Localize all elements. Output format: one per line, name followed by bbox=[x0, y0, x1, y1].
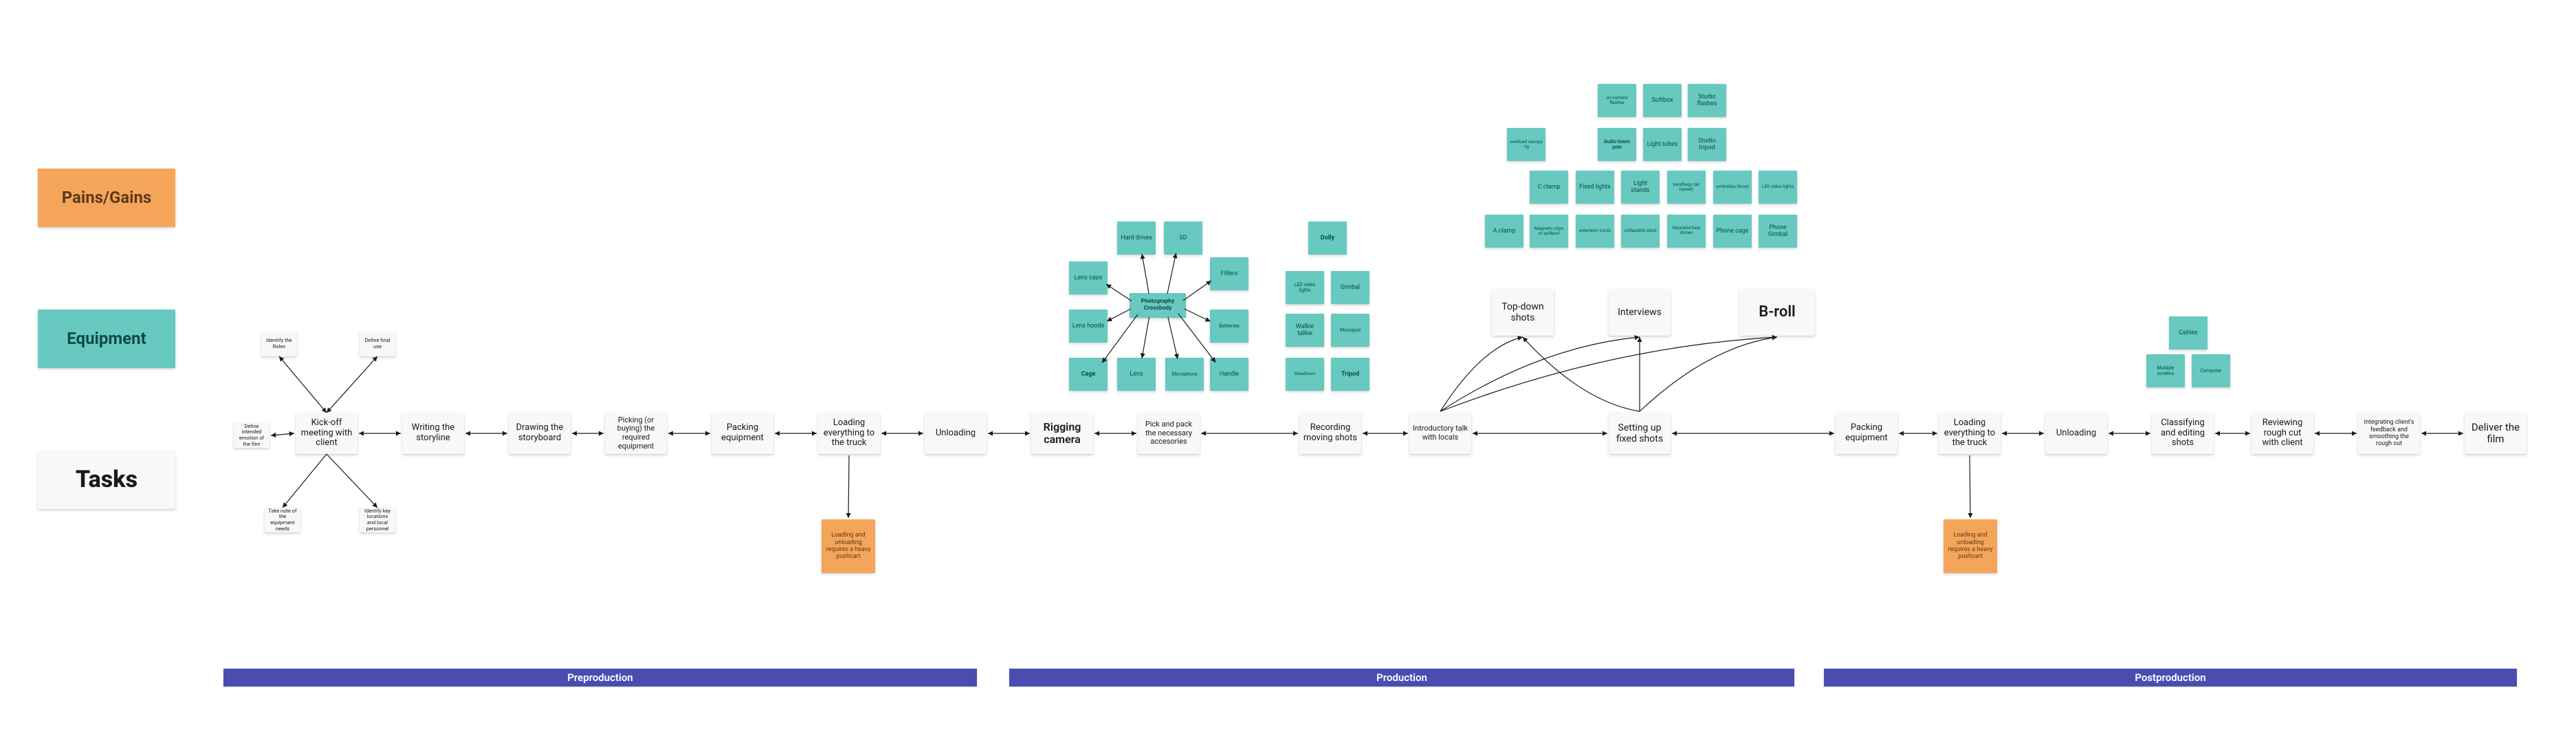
task-deliver: Deliver the film bbox=[2465, 413, 2527, 454]
equipment-extension: extension cords bbox=[1576, 215, 1614, 248]
equipment-collapsible: collapsible stool bbox=[1621, 215, 1660, 248]
equipment-walkie: Walkie talkie bbox=[1286, 314, 1324, 347]
equipment-light-stands: Light stands bbox=[1621, 171, 1660, 204]
equipment-umbrellas: umbrellas (bros) bbox=[1713, 171, 1752, 204]
equipment-batteries: Batteries bbox=[1210, 310, 1248, 343]
equipment-hard-drives: Hard drives bbox=[1117, 222, 1156, 255]
arrow bbox=[1459, 420, 1621, 447]
task-picking: Picking (or buying) the required equipme… bbox=[605, 413, 667, 454]
equipment-handle: Handle bbox=[1210, 358, 1248, 391]
task-rigging: Rigging camera bbox=[1031, 413, 1093, 454]
arrow bbox=[1427, 323, 1537, 425]
subtask-roles: Identify the Roles bbox=[261, 332, 297, 356]
equipment-screens: Multiple screens bbox=[2146, 354, 2185, 387]
equipment-lens-caps: Lens caps bbox=[1069, 261, 1108, 294]
equipment-a-clamp: A clamp bbox=[1485, 215, 1523, 248]
task-storyboard: Drawing the storyboard bbox=[509, 413, 571, 454]
arrow bbox=[1427, 323, 1791, 425]
equipment-dolly: Dolly bbox=[1308, 222, 1347, 255]
arrow bbox=[1956, 442, 1984, 532]
legend-legend-equipment: Equipment bbox=[38, 310, 175, 368]
equipment-studio-tripod: Studio tripod bbox=[1688, 128, 1726, 161]
equipment-on-camera: on-camera flashes bbox=[1598, 84, 1636, 117]
equipment-sep-bays: Separated bays domes bbox=[1667, 215, 1706, 248]
task-classifying: Classifying and editing shots bbox=[2152, 413, 2214, 454]
arrow bbox=[1427, 323, 1653, 425]
equipment-studio-flashes: Studio flashes bbox=[1688, 84, 1726, 117]
task-loading2: Loading everything to the truck bbox=[1939, 413, 2001, 454]
equipment-cables: Cables bbox=[2169, 316, 2208, 349]
equipment-sandbags: sandbags (air based) bbox=[1667, 171, 1706, 204]
equipment-steadicam: Steadicam bbox=[1286, 358, 1324, 391]
task-loading1: Loading everything to the truck bbox=[818, 413, 880, 454]
phase-preproduction: Preproduction bbox=[223, 669, 977, 687]
equipment-lens: Lens bbox=[1117, 358, 1156, 391]
equipment-boom-pole: Audio boom pole bbox=[1598, 128, 1636, 161]
equipment-led-video2: LED video lights bbox=[1759, 171, 1797, 204]
task-reviewing: Reviewing rough cut with client bbox=[2252, 413, 2313, 454]
subtask-define-intended: Define intended emotion of the film bbox=[234, 423, 269, 448]
task-packing2: Packing equipment bbox=[1836, 413, 1897, 454]
arrow bbox=[1509, 323, 1653, 425]
task-topdown: Top-down shots bbox=[1492, 289, 1554, 336]
legend-legend-tasks: Tasks bbox=[38, 451, 175, 509]
task-fixedshots: Setting up fixed shots bbox=[1609, 413, 1671, 454]
pain-pain2: Loading and unloading requires a heavy p… bbox=[1944, 519, 1997, 573]
equipment-phone-cage: Phone cage bbox=[1713, 215, 1752, 248]
equipment-tripod: Tripod bbox=[1331, 358, 1369, 391]
phase-production: Production bbox=[1009, 669, 1794, 687]
equipment-led-video: LED video lights bbox=[1286, 271, 1324, 304]
equipment-phone-gimbal: Phone Gimbal bbox=[1759, 215, 1797, 248]
equipment-filters: Filters bbox=[1210, 257, 1248, 290]
arrow bbox=[1187, 420, 1312, 447]
equipment-magnetic: Magnetic clips or quillpod bbox=[1530, 215, 1568, 248]
task-integrating: Integrating client's feedback and smooth… bbox=[2358, 413, 2420, 454]
equipment-monopod: Monopod bbox=[1331, 314, 1369, 347]
task-packing1: Packing equipment bbox=[712, 413, 773, 454]
pain-pain1: Loading and unloading requires a heavy p… bbox=[822, 519, 875, 573]
equipment-cage: Cage bbox=[1069, 358, 1108, 391]
arrow bbox=[835, 442, 863, 532]
subtask-final-use: Define final use bbox=[360, 332, 395, 356]
equipment-overload: overload canopy rig bbox=[1507, 128, 1545, 161]
equipment-microphone: Microphone bbox=[1165, 358, 1204, 391]
arrow bbox=[1626, 323, 1653, 425]
equipment-light-tubes: Light tubes bbox=[1643, 128, 1682, 161]
task-intro: Introductory talk with locals bbox=[1409, 413, 1471, 454]
arrow bbox=[1658, 420, 1848, 447]
task-broll: B-roll bbox=[1739, 289, 1815, 336]
task-interviews: Interviews bbox=[1609, 289, 1671, 336]
equipment-sd: SD bbox=[1164, 222, 1202, 255]
task-kickoff: Kick-off meeting with client bbox=[296, 413, 357, 454]
equipment-softbox: Softbox bbox=[1643, 84, 1682, 117]
subtask-take-note: Take note of the equipment needs bbox=[265, 508, 300, 532]
arrow bbox=[1626, 323, 1791, 425]
task-pickacc: Pick and pack the necessary accesories bbox=[1138, 413, 1200, 454]
task-recording: Recording moving shots bbox=[1299, 413, 1361, 454]
phase-postproduction: Postproduction bbox=[1824, 669, 2517, 687]
equipment-fixed-lights: Fixed lights bbox=[1576, 171, 1614, 204]
legend-legend-pains: Pains/Gains bbox=[38, 169, 175, 227]
equipment-crossbody: Photography Crossbody bbox=[1130, 293, 1186, 318]
equipment-c-clamp: C clamp bbox=[1530, 171, 1568, 204]
subtask-key-loc: Identify key locations and local personn… bbox=[360, 508, 395, 532]
task-unloading1: Unloading bbox=[925, 413, 987, 454]
equipment-computer: Computer bbox=[2192, 354, 2230, 387]
task-storyline: Writing the storyline bbox=[402, 413, 464, 454]
equipment-lens-hoods: Lens hoods bbox=[1069, 310, 1108, 343]
equipment-gimbal: Gimbal bbox=[1331, 271, 1369, 304]
task-unloading2: Unloading bbox=[2045, 413, 2107, 454]
